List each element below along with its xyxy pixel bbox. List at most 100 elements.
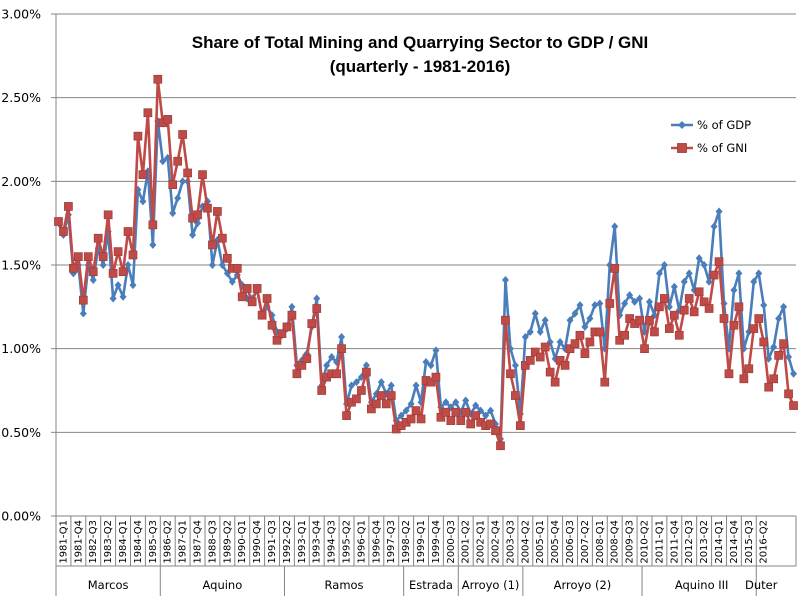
data-point-diamond [710,222,718,231]
data-point-diamond [338,332,346,341]
data-point-square [411,406,421,415]
x-tick-label: 2008-Q1 [595,520,606,564]
data-point-square [342,411,351,420]
data-point-diamond [576,301,584,310]
data-point-diamond [432,346,440,355]
data-point-square [734,302,744,312]
data-point-square [133,131,143,141]
data-point-diamond [501,276,509,285]
data-point-square [704,304,714,313]
data-point-diamond [174,194,182,203]
data-point-diamond [636,294,644,303]
x-tick-label: 1981-Q1 [58,520,69,564]
data-point-square [610,263,620,273]
data-point-square [749,324,759,333]
x-tick-label: 1987-Q1 [178,520,189,564]
group-label: Aquino [202,578,242,592]
x-tick-label: 1986-Q2 [163,520,174,564]
data-point-square [123,227,133,236]
data-point-square [262,294,272,303]
data-point-square [560,361,570,370]
data-point-square [744,364,754,374]
group-label: Arroyo (2) [554,578,612,592]
chart-subtitle: (quarterly - 1981-2016) [330,57,510,76]
data-point-square [203,203,212,213]
data-point-square [83,252,93,261]
data-point-square [709,270,719,280]
legend-item-gni: % of GNI [671,141,747,155]
data-point-diamond [566,316,574,325]
data-point-square [59,227,68,236]
data-point-square [272,335,282,345]
data-point-square [784,389,793,399]
data-point-square [774,351,783,360]
data-point-square [615,335,625,345]
data-point-square [660,294,669,303]
data-point-square [242,284,252,293]
data-point-square [183,168,192,178]
data-point-diamond [114,281,122,290]
data-point-square [267,320,277,330]
data-point-square [645,315,654,325]
data-point-square [441,407,451,417]
data-point-diamond [328,353,336,362]
data-point-square [530,347,540,357]
x-tick-label: 2008-Q4 [610,520,621,564]
data-point-diamond [670,282,678,291]
data-point-diamond [785,353,793,362]
data-point-square [163,115,173,124]
data-point-square [218,233,227,243]
data-point-square [669,310,679,320]
data-point-diamond [591,301,599,310]
series-gni [54,74,798,451]
data-point-diamond [218,261,226,269]
legend: % of GDP % of GNI [671,118,751,155]
data-point-diamond [735,269,743,278]
data-point-square [719,314,729,323]
data-point-square [78,295,88,305]
data-point-square [371,399,381,409]
data-point-diamond [452,398,460,407]
data-point-square [620,330,630,340]
data-point-diamond [755,269,763,278]
data-point-square [98,252,108,261]
data-point-diamond [655,269,663,278]
data-point-square [520,361,530,370]
data-point-diamond [586,314,594,323]
data-point-square [511,391,520,400]
y-tick-label: 1.50% [1,258,41,273]
data-point-diamond [790,369,798,378]
data-point-square [168,180,178,190]
data-point-square [138,170,148,179]
data-point-diamond [482,411,490,420]
data-point-square [635,315,644,325]
data-point-square [406,414,416,424]
data-point-diamond [129,281,137,290]
x-tick-label: 1991-Q3 [267,520,278,564]
data-point-diamond [715,207,723,216]
data-point-diamond [323,361,331,370]
x-tick-label: 2016-Q2 [759,520,770,564]
data-point-square [108,269,118,278]
data-point-square [600,377,610,387]
data-point-diamond [487,406,495,415]
data-point-square [128,250,138,260]
data-point-diamond [521,332,529,341]
data-point-square [729,320,739,330]
data-point-square [232,263,242,273]
data-point-diamond [631,297,639,306]
data-point-square [426,377,436,387]
series-gni-line [57,77,795,448]
data-point-square [555,356,565,365]
data-point-square [565,344,575,354]
data-point-square [317,386,327,395]
y-tick-label: 2.00% [1,174,41,189]
data-point-square [173,156,183,166]
x-tick-label: 1981-Q4 [73,520,84,564]
data-point-square [282,322,292,332]
x-tick-label: 1990-Q4 [252,520,263,564]
x-tick-label: 2004-Q2 [520,520,531,564]
data-point-square [118,267,128,277]
x-tick-label: 1995-Q2 [342,520,353,564]
x-tick-label: 2011-Q1 [654,520,665,564]
